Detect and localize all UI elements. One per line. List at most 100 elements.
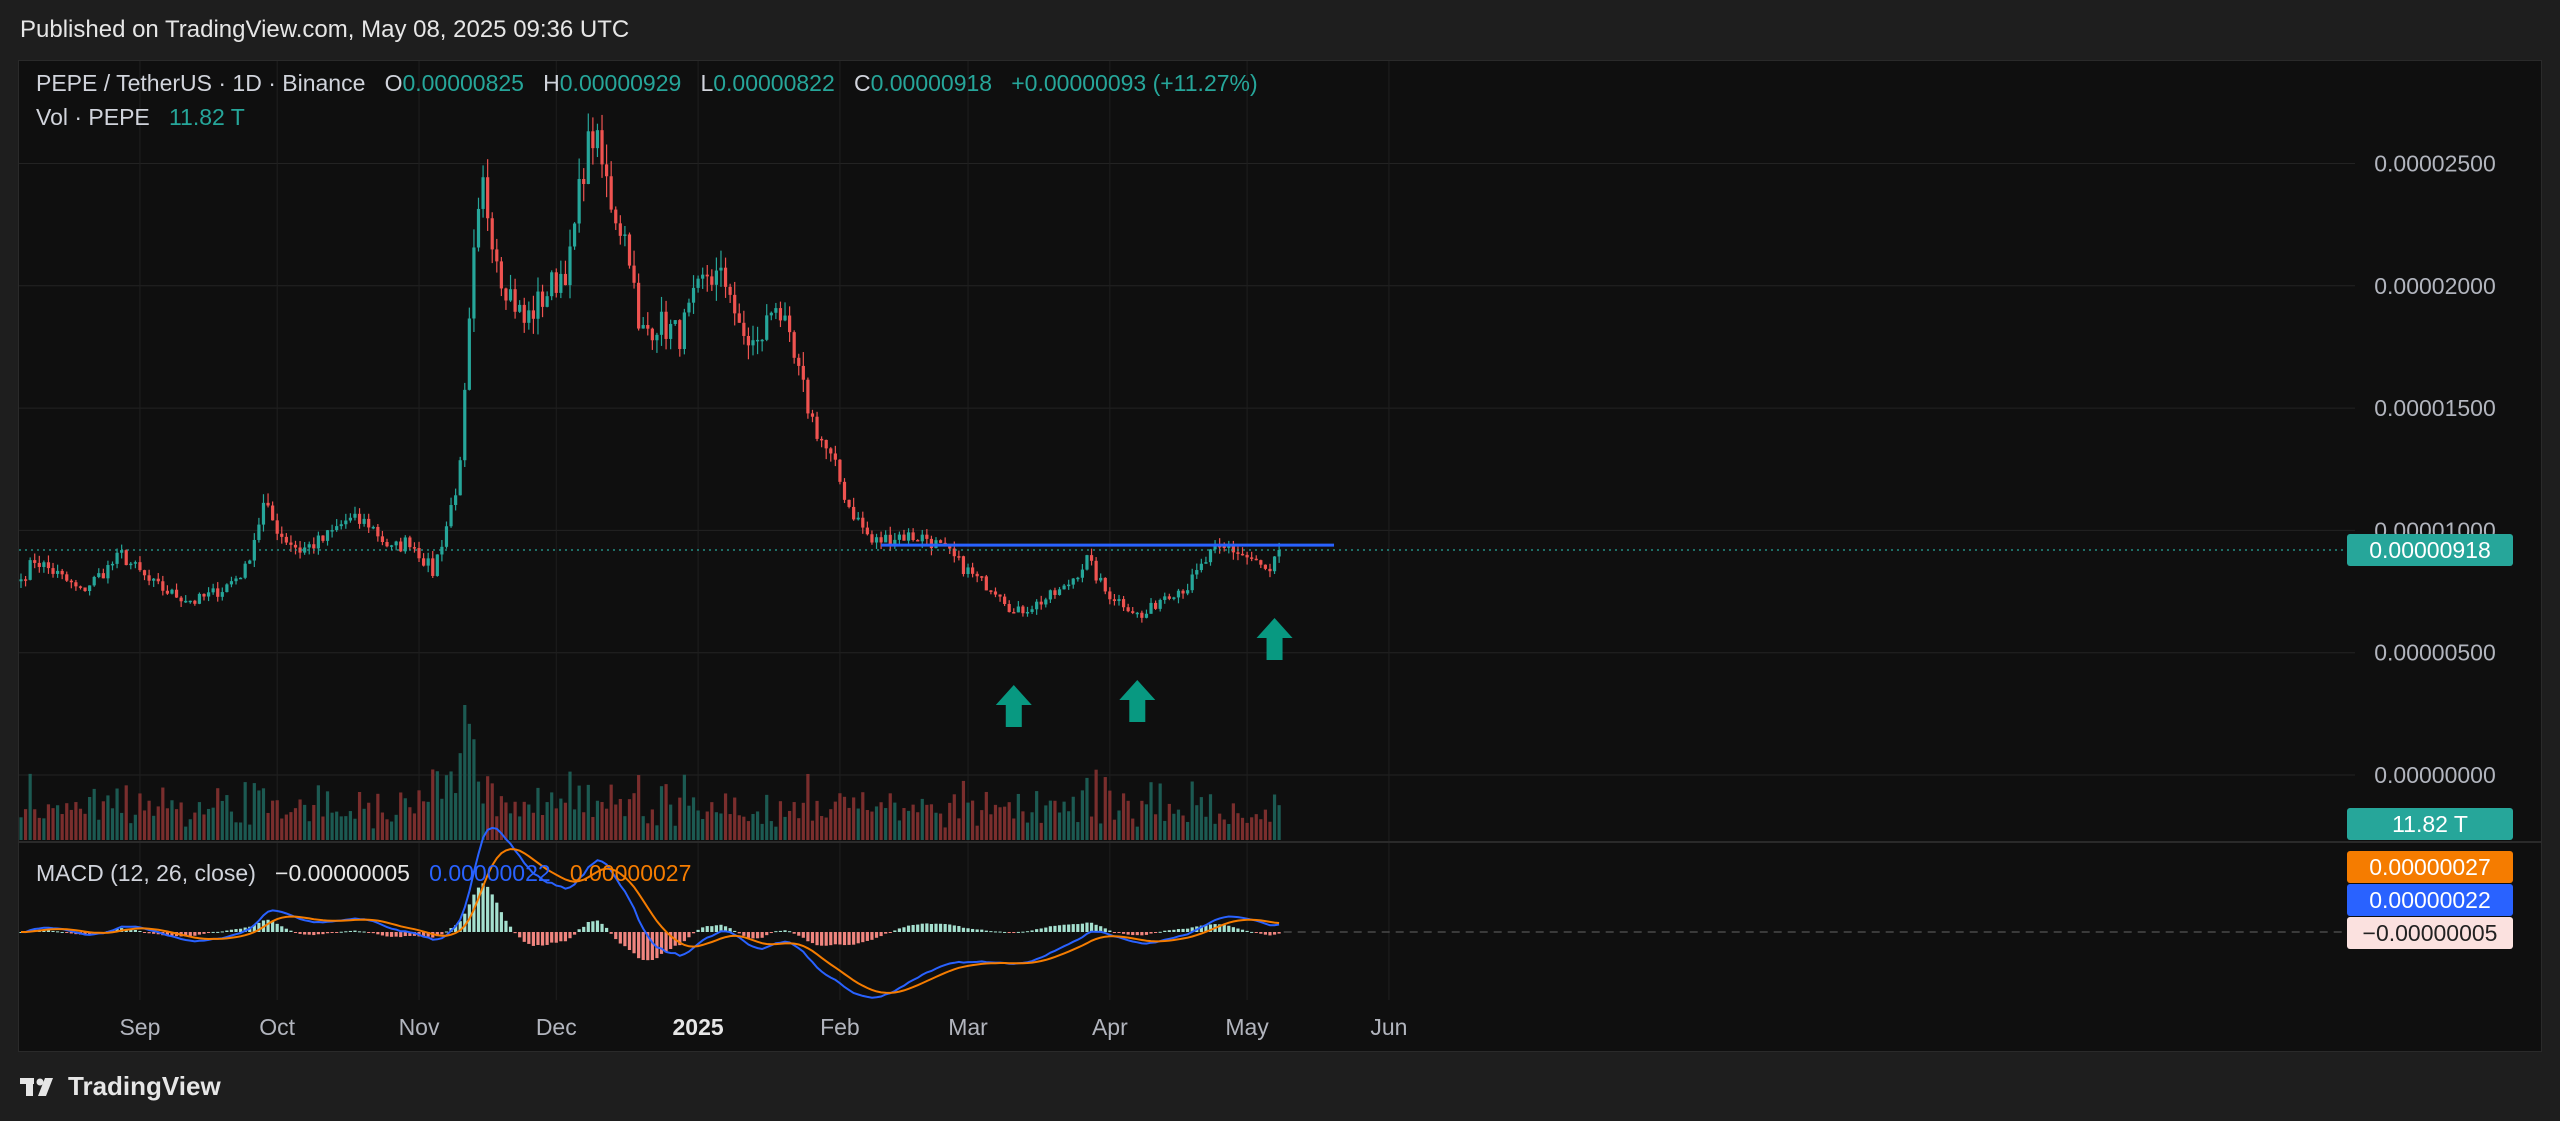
candle-body <box>833 453 837 460</box>
macd-histogram-bar <box>275 923 279 932</box>
macd-histogram-bar <box>1057 925 1062 932</box>
volume-bar <box>284 814 288 840</box>
candle-body <box>46 562 51 569</box>
candle-body <box>902 534 906 541</box>
candle-body <box>1268 568 1272 572</box>
volume-bar <box>174 809 179 840</box>
tradingview-brand[interactable]: TradingView <box>68 1071 221 1101</box>
macd-histogram-bar <box>842 932 847 946</box>
volume-bar <box>659 786 664 840</box>
candle-body <box>202 593 206 597</box>
volume-bar <box>60 814 64 840</box>
volume-bar <box>893 802 897 840</box>
volume-bar <box>655 825 659 840</box>
time-tick-label: Mar <box>948 1014 988 1040</box>
volume-bar <box>1272 794 1277 840</box>
volume-bar <box>737 815 741 840</box>
macd-histogram-bar <box>1218 924 1222 932</box>
candle-body <box>1204 562 1208 564</box>
candle-body <box>673 320 677 324</box>
time-tick-label: Oct <box>259 1014 295 1040</box>
volume-bar <box>1062 801 1066 840</box>
candle-body <box>993 591 998 595</box>
volume-bar <box>197 802 202 840</box>
macd-line-value: 0.00000022 <box>429 860 551 886</box>
volume-bar <box>23 809 28 840</box>
volume-bar <box>884 808 888 840</box>
volume-bar <box>788 810 792 840</box>
volume-bar <box>444 775 449 840</box>
macd-histogram-bar <box>385 932 389 937</box>
macd-histogram-bar <box>147 932 151 934</box>
macd-histogram-bar <box>911 924 915 932</box>
volume-bar <box>591 816 595 840</box>
candle-body <box>115 552 119 564</box>
macd-histogram-bar <box>966 928 970 932</box>
macd-histogram-bar <box>371 932 375 934</box>
volume-bar <box>929 804 934 840</box>
macd-histogram-bar <box>897 928 901 932</box>
candle-body <box>852 506 856 520</box>
volume-bar <box>385 819 389 840</box>
up-arrow-icon <box>1256 618 1293 660</box>
candle-body <box>124 550 128 566</box>
volume-bar <box>376 793 380 840</box>
volume-bar <box>184 826 188 840</box>
volume-bar <box>330 812 334 840</box>
volume-bar <box>572 809 577 840</box>
time-tick-label: Feb <box>820 1014 860 1040</box>
macd-histogram-bar <box>884 932 888 934</box>
volume-bar <box>902 808 906 840</box>
macd-signal-badge-bg <box>2347 851 2513 883</box>
macd-histogram-bar <box>1080 923 1084 932</box>
macd-legend: MACD (12, 26, close) −0.00000005 0.00000… <box>36 860 691 887</box>
macd-histogram-bar <box>142 932 147 933</box>
macd-histogram-bar <box>637 932 641 959</box>
volume-bar <box>673 825 677 840</box>
candle-body <box>371 526 375 529</box>
volume-bar <box>321 816 325 840</box>
candle-body <box>879 537 883 543</box>
macd-histogram-bar <box>303 932 307 935</box>
macd-histogram-bar <box>971 928 975 932</box>
chart-canvas[interactable]: 0.000025000.000020000.000015000.00001000… <box>0 0 2560 1052</box>
volume-bar <box>1067 811 1071 840</box>
volume-bar <box>394 814 398 840</box>
volume-bar <box>1199 797 1203 840</box>
volume-bar <box>1163 820 1167 840</box>
candle-body <box>458 460 462 496</box>
macd-histogram-bar <box>1149 932 1153 934</box>
volume-bar <box>1236 813 1240 840</box>
volume-bar <box>522 801 526 840</box>
candle-body <box>1140 612 1144 618</box>
close-label: C <box>853 70 871 96</box>
candle-body <box>806 379 810 414</box>
macd-histogram-bar <box>518 932 522 938</box>
tradingview-logo-icon[interactable] <box>20 1076 58 1098</box>
macd-histogram-bar <box>1259 932 1263 934</box>
volume-bar <box>1089 816 1094 840</box>
volume-bar <box>504 802 508 840</box>
macd-histogram-bar <box>774 931 778 933</box>
high-label: H <box>543 70 560 96</box>
candle-body <box>1172 597 1176 599</box>
volume-bar <box>678 797 682 840</box>
macd-histogram-bar <box>60 931 64 933</box>
candle-body <box>335 526 339 531</box>
volume-bar <box>1012 818 1016 840</box>
candle-body <box>1089 555 1094 561</box>
candle-body <box>454 495 458 506</box>
candle-body <box>51 568 55 574</box>
candle-body <box>110 563 115 566</box>
candle-body <box>1195 570 1199 575</box>
volume-bar <box>911 804 915 840</box>
volume-bar <box>463 704 467 840</box>
candle-body <box>303 547 307 553</box>
macd-histogram-bar <box>444 931 449 933</box>
macd-histogram-bar <box>669 932 673 949</box>
volume-bar <box>1154 814 1158 840</box>
volume-bar <box>966 802 970 840</box>
volume-bar <box>536 787 540 840</box>
volume-bar <box>916 812 920 840</box>
candle-body <box>522 304 526 323</box>
